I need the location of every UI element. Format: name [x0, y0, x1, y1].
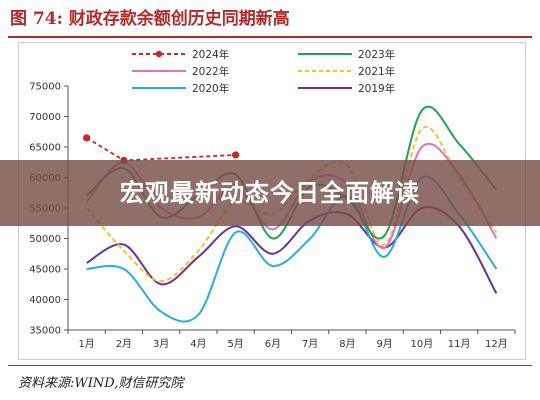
- chart-legend: 2024年 2023年 2022年 2021年 2020年 2019年: [132, 48, 395, 95]
- legend-2024-marker: [155, 50, 163, 58]
- legend-2023-label: 2023年: [358, 48, 395, 61]
- legend-2020-label: 2020年: [192, 82, 229, 95]
- x-tick-label: 9月: [376, 338, 392, 350]
- x-tick-label: 2月: [116, 338, 132, 350]
- y-tick-label: 50000: [29, 234, 61, 245]
- x-tick-label: 4月: [190, 338, 206, 350]
- x-tick-label: 7月: [302, 338, 318, 350]
- x-tick-label: 6月: [265, 338, 281, 350]
- x-tick-label: 11月: [448, 338, 471, 350]
- legend-2022-label: 2022年: [192, 65, 229, 78]
- banner-overlay: [0, 160, 540, 226]
- legend-2021-label: 2021年: [358, 65, 395, 78]
- series-2024-point: [232, 151, 240, 159]
- banner-text[interactable]: 宏观最新动态今日全面解读: [120, 179, 420, 207]
- x-tick-label: 12月: [485, 338, 508, 350]
- y-tick-label: 35000: [29, 326, 61, 337]
- x-tick-label: 5月: [227, 338, 243, 350]
- series-2021-line: [85, 125, 498, 283]
- source-divider: [8, 365, 532, 366]
- title-divider: [8, 36, 532, 38]
- x-tick-label: 8月: [339, 338, 355, 350]
- x-tick-label: 10月: [411, 338, 434, 350]
- x-tick-label: 3月: [153, 338, 169, 350]
- y-tick-label: 40000: [29, 295, 61, 306]
- legend-2019-label: 2019年: [358, 82, 395, 95]
- legend-2024-label: 2024年: [192, 48, 229, 61]
- y-tick-label: 45000: [29, 265, 61, 276]
- figure-title: 图 74: 财政存款余额创历史同期新高: [10, 9, 290, 29]
- y-tick-label: 70000: [29, 112, 61, 123]
- series-2024-line: [86, 137, 236, 162]
- y-tick-label: 65000: [29, 143, 61, 154]
- series-2024-point: [83, 134, 91, 142]
- x-tick-label: 1月: [78, 338, 94, 350]
- source-note: 资料来源:WIND,财信研究院: [18, 376, 184, 391]
- y-tick-label: 75000: [29, 82, 61, 93]
